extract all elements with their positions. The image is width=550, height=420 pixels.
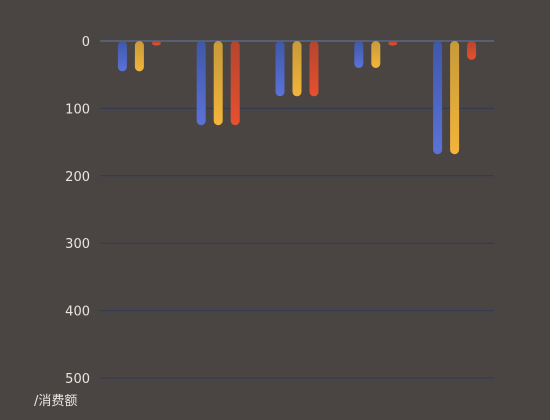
bar bbox=[134, 41, 144, 72]
bar bbox=[309, 41, 319, 97]
y-axis-title: /消费额 bbox=[34, 394, 77, 409]
grid-lines bbox=[100, 40, 494, 379]
bar bbox=[275, 41, 285, 97]
y-tick-label: 300 bbox=[65, 237, 90, 252]
y-tick-label: 0 bbox=[82, 35, 90, 50]
bar bbox=[213, 41, 223, 126]
bar bbox=[196, 41, 206, 126]
bars bbox=[117, 41, 477, 155]
bar bbox=[467, 41, 477, 60]
bar bbox=[117, 41, 127, 72]
bar bbox=[433, 41, 443, 155]
bar bbox=[450, 41, 460, 155]
bar bbox=[354, 41, 364, 68]
bar bbox=[230, 41, 240, 126]
bar bbox=[371, 41, 381, 68]
bar bbox=[388, 41, 398, 46]
y-tick-label: 200 bbox=[65, 170, 90, 185]
y-tick-label: 500 bbox=[65, 372, 90, 387]
y-tick-label: 400 bbox=[65, 305, 90, 320]
y-axis-ticks: 0 100 200 300 400 500 bbox=[65, 35, 90, 387]
y-tick-label: 100 bbox=[65, 102, 90, 117]
bar bbox=[151, 41, 161, 46]
bar bbox=[292, 41, 302, 97]
